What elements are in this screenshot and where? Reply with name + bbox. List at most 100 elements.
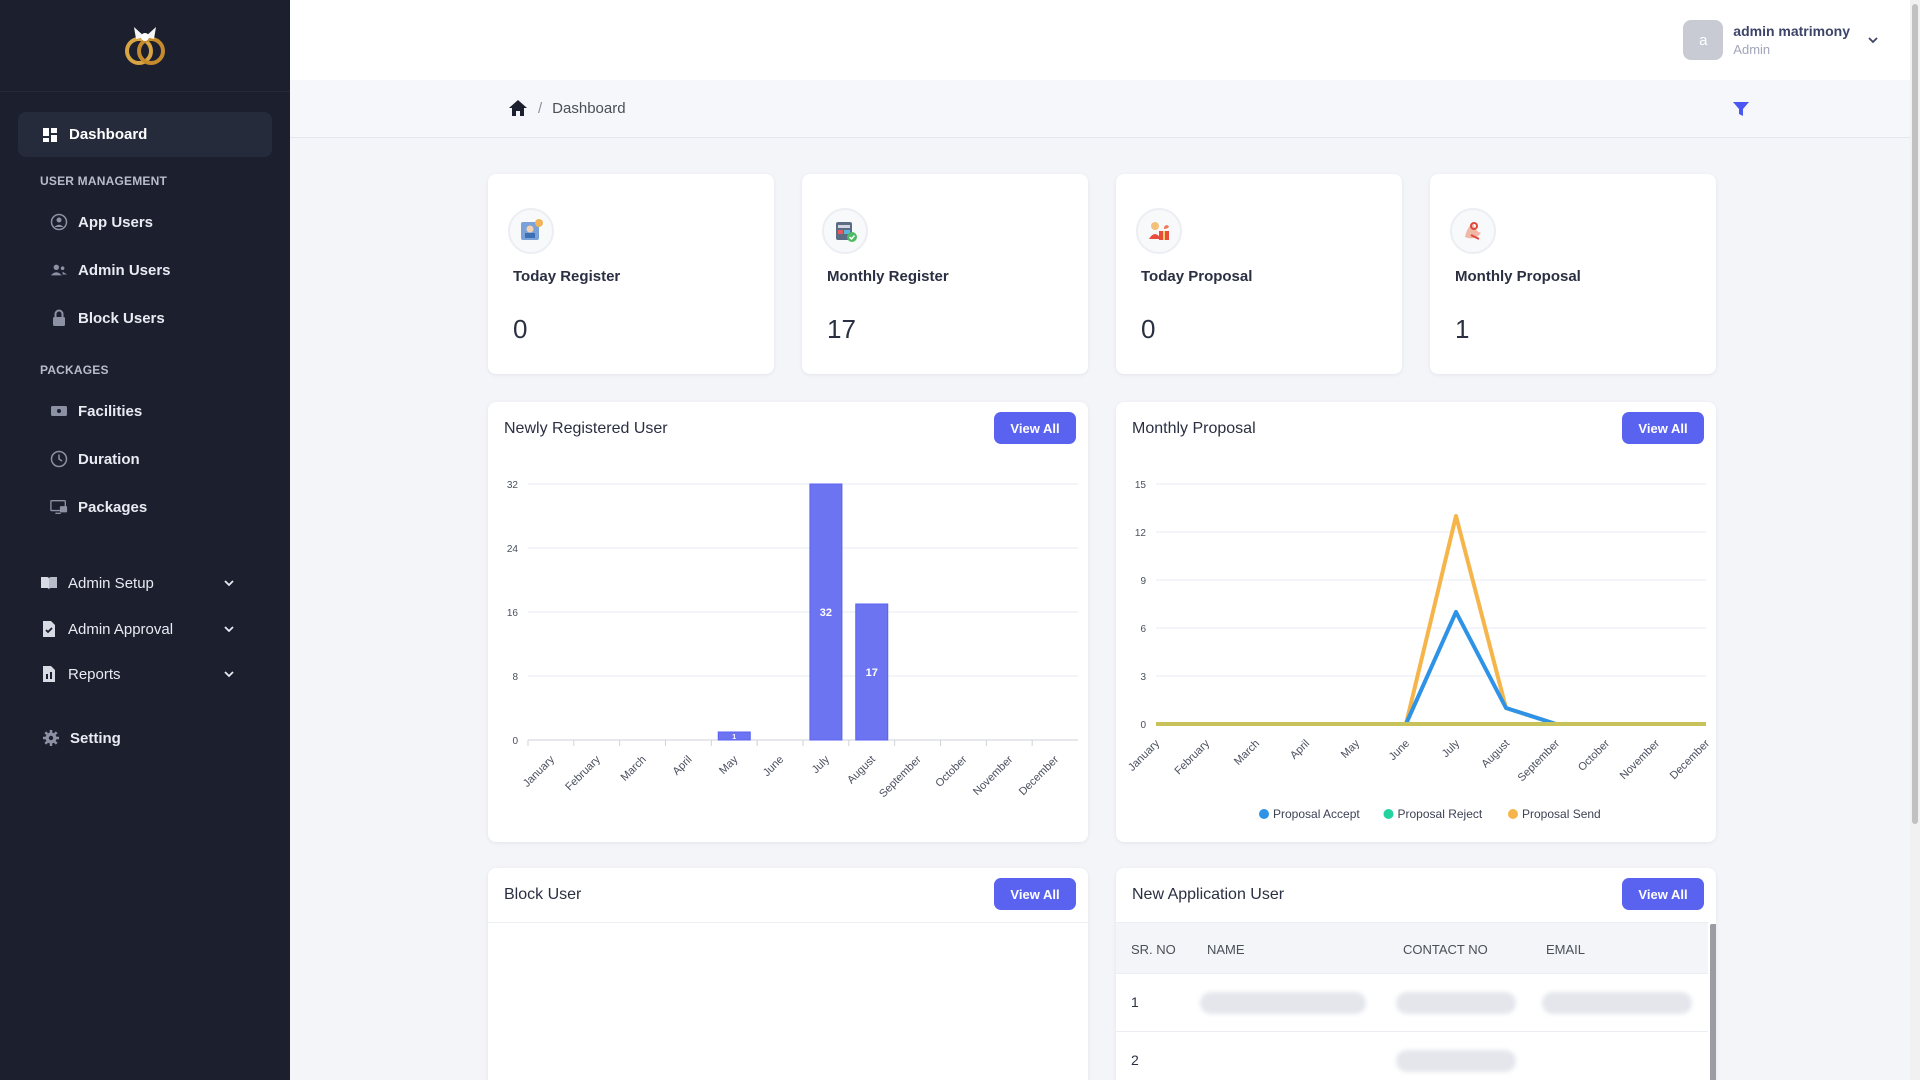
x-tick-label: July xyxy=(810,753,833,776)
stat-card-monthly-proposal: Monthly Proposal 1 xyxy=(1430,174,1716,374)
line-chart: 0 3 6 9 12 15 January February March April May June… xyxy=(1126,480,1713,821)
sidebar-item-admin-users[interactable]: Admin Users xyxy=(50,261,171,279)
sidebar-item-facilities[interactable]: Facilities xyxy=(50,402,142,420)
ticket-icon xyxy=(50,402,68,420)
sidebar-item-setting[interactable]: Setting xyxy=(42,729,121,747)
panel-newly-registered-user: Newly Registered User View All 0 8 16 24 32 J… xyxy=(488,402,1088,842)
x-tick-label: January xyxy=(521,753,558,790)
filter-icon[interactable] xyxy=(1732,100,1750,118)
y-tick-label: 9 xyxy=(1140,576,1146,587)
table-row[interactable]: 1 xyxy=(1116,974,1708,1032)
sidebar-item-block-users[interactable]: Block Users xyxy=(50,309,165,327)
sidebar-group-admin-setup[interactable]: Admin Setup xyxy=(40,574,236,592)
legend-label: Proposal Accept xyxy=(1273,807,1360,821)
sidebar-item-label: App Users xyxy=(78,213,154,231)
legend-marker xyxy=(1383,809,1394,819)
divider xyxy=(488,922,1088,923)
sidebar-item-label: Packages xyxy=(78,498,148,516)
breadcrumb-separator: / xyxy=(538,99,543,117)
view-all-button[interactable]: View All xyxy=(994,412,1076,444)
breadcrumb-bar: / Dashboard xyxy=(290,80,1910,138)
sidebar-group-reports[interactable]: Reports xyxy=(40,665,236,683)
y-tick-label: 12 xyxy=(1135,528,1147,539)
stat-label: Today Proposal xyxy=(1141,268,1253,285)
x-tick-label: December xyxy=(1668,737,1713,782)
panel-monthly-proposal: Monthly Proposal View All 0 3 6 9 12 15 Januar… xyxy=(1116,402,1716,842)
sidebar-item-app-users[interactable]: App Users xyxy=(50,213,153,231)
user-name: admin matrimony xyxy=(1733,23,1850,39)
series-line xyxy=(1156,610,1706,726)
panel-title: New Application User xyxy=(1132,886,1285,903)
view-all-button[interactable]: View All xyxy=(1622,878,1704,910)
data-label: 32 xyxy=(820,607,832,619)
scrollbar-thumb[interactable] xyxy=(1912,4,1918,824)
y-tick-label: 32 xyxy=(507,480,519,491)
series-line xyxy=(1156,514,1706,726)
stat-card-monthly-register: Monthly Register 17 xyxy=(802,174,1088,374)
redacted-contact xyxy=(1396,1050,1516,1072)
sidebar-group-admin-approval[interactable]: Admin Approval xyxy=(40,620,236,638)
bar xyxy=(809,483,843,741)
bar-chart: 0 8 16 24 32 January February March April 1 May Jun… xyxy=(507,480,1078,800)
page-scrollbar[interactable] xyxy=(1910,0,1920,1080)
row-number: 1 xyxy=(1131,994,1139,1010)
x-tick-label: September xyxy=(1516,737,1563,784)
x-tick-label: October xyxy=(933,753,969,789)
bar xyxy=(717,731,751,741)
report-icon xyxy=(40,665,58,683)
sidebar-item-label: Facilities xyxy=(78,402,143,420)
sidebar-item-label: Dashboard xyxy=(69,126,148,143)
sidebar-item-packages[interactable]: Packages xyxy=(50,498,147,516)
legend-label: Proposal Send xyxy=(1522,807,1601,821)
x-tick-label: June xyxy=(761,754,786,779)
topbar: a admin matrimony Admin xyxy=(290,0,1910,80)
x-tick-label: October xyxy=(1576,737,1612,773)
register-id-icon xyxy=(508,208,554,254)
panel-title: Monthly Proposal xyxy=(1132,420,1256,437)
sidebar-item-label: Setting xyxy=(70,729,121,747)
table-row[interactable]: 2 xyxy=(1116,1032,1708,1080)
logo[interactable] xyxy=(0,0,290,92)
view-all-button[interactable]: View All xyxy=(1622,412,1704,444)
x-tick-label: November xyxy=(971,753,1016,798)
home-icon[interactable] xyxy=(508,99,528,117)
column-header: EMAIL xyxy=(1546,942,1586,957)
x-tick-label: February xyxy=(1173,737,1213,777)
redacted-name xyxy=(1200,992,1366,1014)
panel-block-user: Block User View All xyxy=(488,868,1088,1080)
sidebar-item-duration[interactable]: Duration xyxy=(50,450,140,468)
row-number: 2 xyxy=(1131,1052,1139,1068)
calendar-register-icon xyxy=(822,208,868,254)
sidebar-group-label: Admin Approval xyxy=(68,620,174,638)
stat-value: 1 xyxy=(1455,314,1470,344)
sidebar-item-label: Duration xyxy=(78,450,140,468)
y-tick-label: 0 xyxy=(1140,720,1146,731)
view-all-button[interactable]: View All xyxy=(994,878,1076,910)
x-tick-label: August xyxy=(845,754,878,787)
x-tick-label: March xyxy=(619,754,649,784)
stat-value: 0 xyxy=(1141,314,1156,344)
stat-label: Monthly Register xyxy=(827,268,949,285)
file-check-icon xyxy=(40,620,58,638)
column-header: NAME xyxy=(1207,942,1245,957)
chevron-down-icon xyxy=(224,671,234,678)
legend-marker xyxy=(1508,809,1518,819)
data-label: 17 xyxy=(866,667,878,679)
user-menu[interactable]: a admin matrimony Admin xyxy=(1683,20,1880,60)
clock-icon xyxy=(50,450,68,468)
sidebar-item-dashboard[interactable]: Dashboard xyxy=(18,112,272,157)
x-tick-label: April xyxy=(670,754,694,778)
y-tick-label: 6 xyxy=(1140,624,1146,635)
panel-title: Block User xyxy=(504,886,582,903)
y-tick-label: 24 xyxy=(507,544,519,555)
monitor-icon xyxy=(50,498,68,516)
legend-marker xyxy=(1259,809,1269,819)
table-scrollbar[interactable] xyxy=(1710,924,1716,1080)
proposal-ring-icon xyxy=(1450,208,1496,254)
section-title-packages: PACKAGES xyxy=(40,363,109,377)
chevron-down-icon xyxy=(224,626,234,633)
stat-label: Monthly Proposal xyxy=(1455,268,1581,285)
sidebar-item-label: Admin Users xyxy=(78,261,171,279)
stat-value: 0 xyxy=(513,314,528,344)
x-tick-label: August xyxy=(1479,738,1512,771)
